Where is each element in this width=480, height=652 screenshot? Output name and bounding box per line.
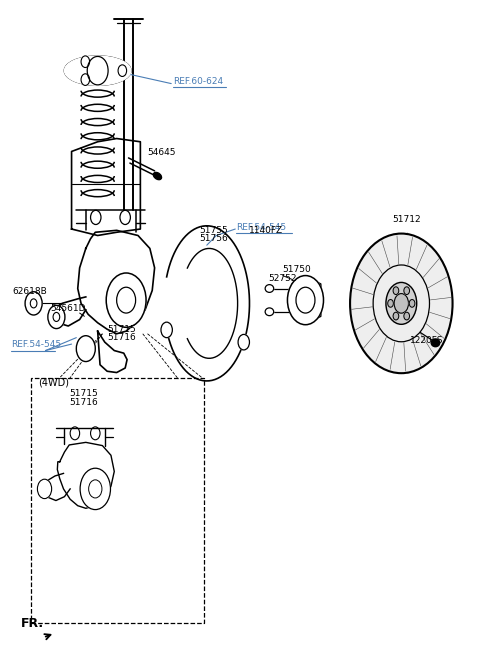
Ellipse shape bbox=[431, 339, 440, 347]
Circle shape bbox=[48, 305, 65, 329]
Bar bbox=[31, 378, 204, 623]
Ellipse shape bbox=[265, 308, 274, 316]
Text: 51715: 51715 bbox=[107, 325, 136, 334]
Circle shape bbox=[161, 322, 172, 338]
Circle shape bbox=[288, 276, 324, 325]
Text: 51716: 51716 bbox=[69, 398, 98, 407]
Text: 51756: 51756 bbox=[200, 234, 228, 243]
Text: REF.54-545: REF.54-545 bbox=[12, 340, 61, 349]
Text: 1140FZ: 1140FZ bbox=[249, 226, 283, 235]
Text: 51716: 51716 bbox=[107, 333, 136, 342]
Text: 51715: 51715 bbox=[69, 389, 98, 398]
Circle shape bbox=[37, 479, 52, 499]
Text: 62618B: 62618B bbox=[12, 288, 47, 296]
Ellipse shape bbox=[265, 285, 274, 292]
Circle shape bbox=[238, 334, 250, 350]
Circle shape bbox=[386, 282, 417, 324]
Ellipse shape bbox=[153, 172, 162, 180]
Circle shape bbox=[394, 293, 408, 313]
Text: REF.60-624: REF.60-624 bbox=[173, 76, 223, 85]
Circle shape bbox=[80, 468, 110, 510]
Circle shape bbox=[106, 273, 146, 327]
Circle shape bbox=[81, 74, 90, 85]
Text: 1220FS: 1220FS bbox=[410, 336, 444, 346]
Circle shape bbox=[76, 336, 96, 362]
Circle shape bbox=[393, 287, 399, 295]
Circle shape bbox=[404, 287, 409, 295]
Ellipse shape bbox=[64, 56, 131, 85]
Circle shape bbox=[350, 233, 453, 373]
Text: 54561D: 54561D bbox=[50, 304, 86, 313]
Text: 54645: 54645 bbox=[147, 147, 176, 156]
Circle shape bbox=[409, 299, 415, 307]
Text: 51755: 51755 bbox=[200, 226, 228, 235]
Circle shape bbox=[388, 299, 394, 307]
Circle shape bbox=[25, 291, 42, 315]
Text: REF.54-545: REF.54-545 bbox=[236, 222, 287, 231]
Circle shape bbox=[393, 312, 399, 320]
Text: 52752: 52752 bbox=[268, 274, 297, 284]
Ellipse shape bbox=[401, 233, 413, 373]
Circle shape bbox=[87, 57, 108, 85]
Text: 51750: 51750 bbox=[283, 265, 312, 274]
Text: (4WD): (4WD) bbox=[38, 378, 70, 387]
Circle shape bbox=[118, 65, 127, 76]
Circle shape bbox=[81, 56, 90, 68]
Circle shape bbox=[404, 312, 409, 320]
Text: FR.: FR. bbox=[21, 617, 44, 630]
Text: 51712: 51712 bbox=[392, 215, 420, 224]
